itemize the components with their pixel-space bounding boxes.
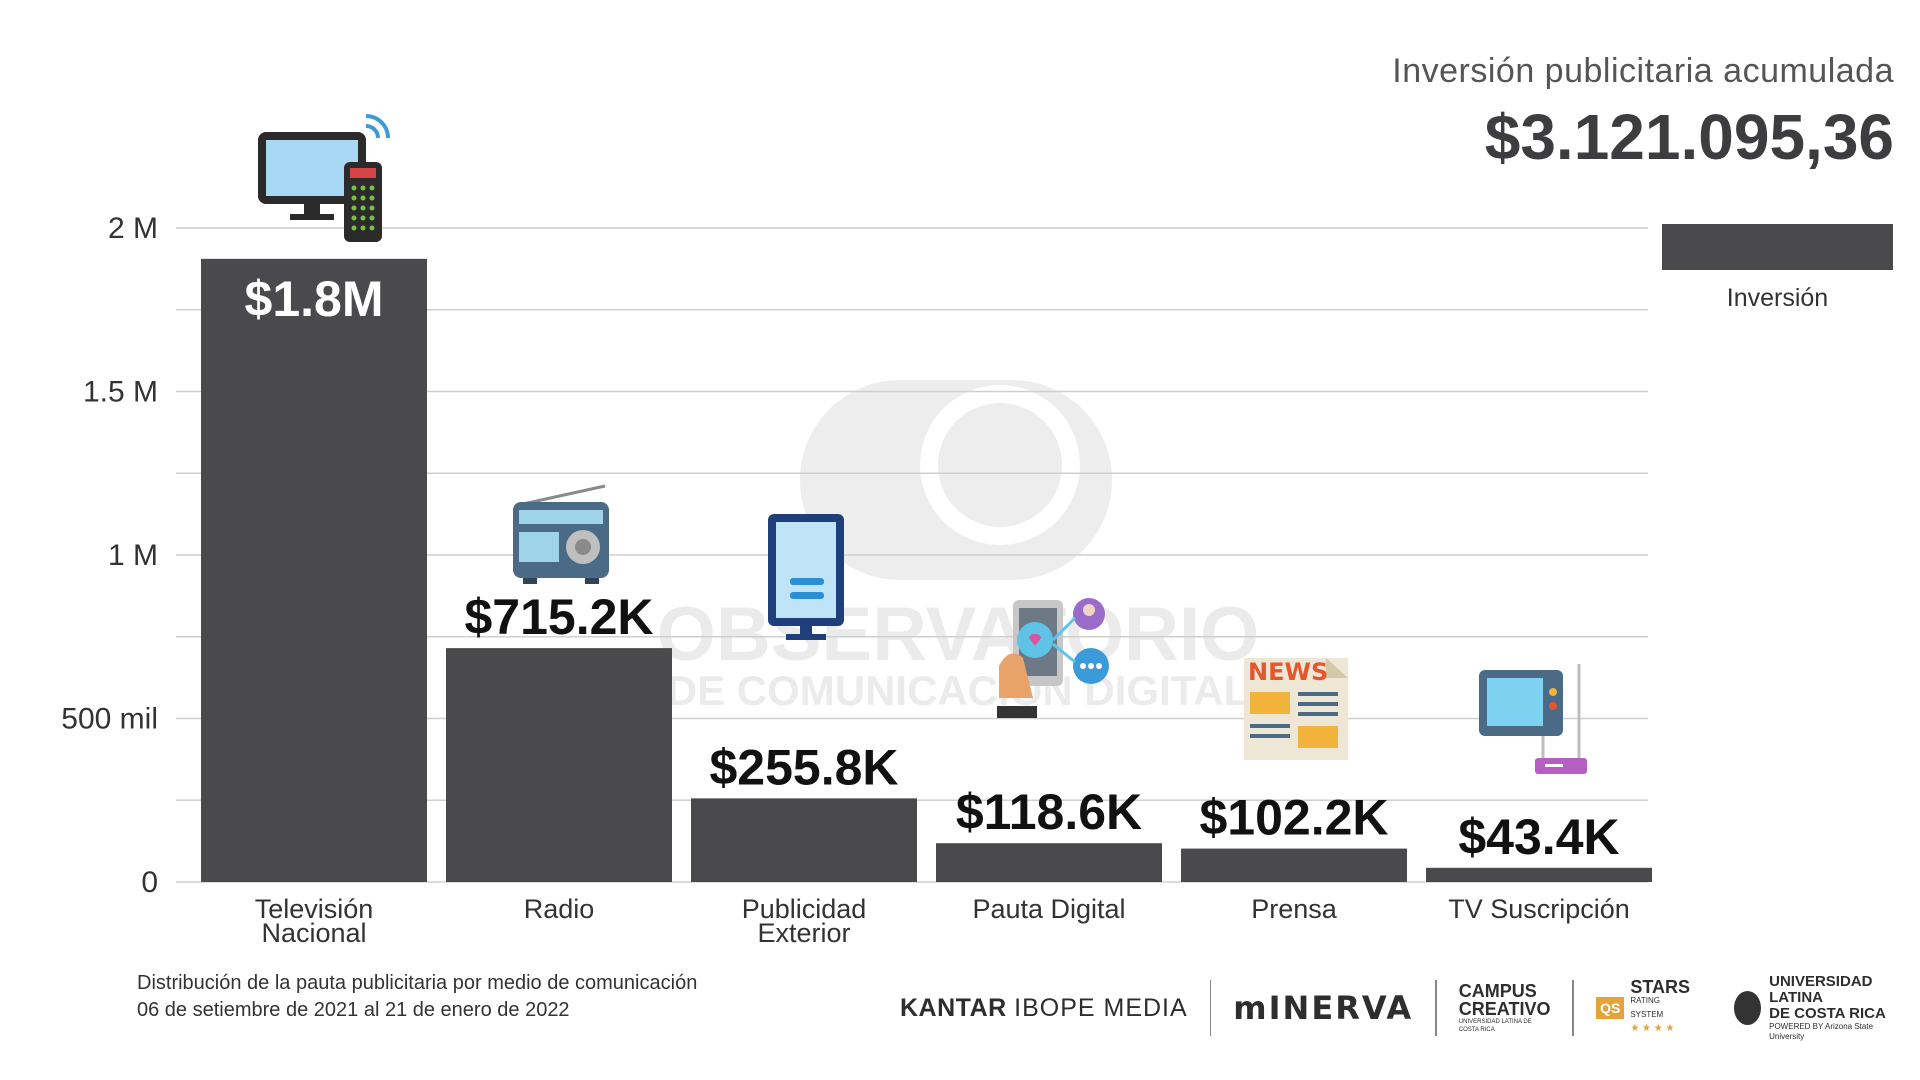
- footer-description: Distribución de la pauta publicitaria po…: [137, 972, 698, 994]
- bar-icons: NEWS: [258, 114, 1587, 774]
- ulacit-text: UNIVERSIDAD LATINA DE COSTA RICA POWERED…: [1769, 974, 1898, 1042]
- x-tick-label: TV Suscripción: [1448, 894, 1630, 924]
- total-investment-title: Inversión publicitaria acumulada: [1392, 52, 1894, 90]
- data-label-3: $118.6K: [956, 784, 1142, 840]
- sponsor-logos: KANTAR IBOPE MEDIA mINERVA CAMPUS CREATI…: [878, 974, 1920, 1042]
- stars-subtitle: RATING SYSTEM: [1630, 996, 1664, 1019]
- data-label-4: $102.2K: [1199, 790, 1388, 846]
- svg-text:NEWS: NEWS: [1248, 658, 1328, 686]
- stars-text: STARS RATING SYSTEM ★ ★ ★ ★: [1630, 977, 1690, 1036]
- billboard-icon: [768, 514, 844, 640]
- newspaper-icon: NEWS: [1244, 658, 1348, 760]
- minerva-logo: mINERVA: [1211, 976, 1435, 1040]
- y-tick-label: 1 M: [108, 539, 158, 572]
- x-tick-label: Televisión: [255, 894, 374, 924]
- data-labels: $1.8M $715.2K $255.8K $118.6K $102.2K $43.4K: [245, 271, 1620, 865]
- logo-divider: [1435, 980, 1437, 1036]
- bar-4: [1181, 848, 1407, 882]
- watermark-eye-pupil: [938, 403, 1062, 527]
- legend-label: Inversión: [1726, 284, 1829, 312]
- watermark-subtitle: DE COMUNICACIÓN DIGITAL: [667, 666, 1250, 714]
- logo-divider: [1209, 980, 1212, 1036]
- y-tick-label: 0: [141, 866, 158, 899]
- radio-icon: [513, 484, 609, 584]
- bar-0: [201, 258, 427, 883]
- legend-swatch: [1662, 224, 1893, 270]
- x-tick-label: Publicidad: [742, 894, 867, 924]
- y-tick-label: 2 M: [108, 212, 158, 245]
- campus-logo-line2: CREATIVO: [1458, 999, 1551, 1019]
- x-tick-label: Radio: [524, 894, 595, 924]
- y-tick-label: 1.5 M: [83, 376, 158, 409]
- minerva-logo-text: mINERVA: [1233, 989, 1414, 1027]
- watermark-title: OBSERVATORIO: [657, 592, 1259, 677]
- qs-stars-logo: QS STARS RATING SYSTEM ★ ★ ★ ★: [1574, 976, 1712, 1040]
- campus-creativo-logo: CAMPUS CREATIVO UNIVERSIDAD LATINA DE CO…: [1437, 976, 1573, 1040]
- data-label-5: $43.4K: [1458, 809, 1619, 865]
- ulacit-logo: UNIVERSIDAD LATINA DE COSTA RICA POWERED…: [1712, 974, 1920, 1042]
- cable-tv-icon: [1479, 664, 1587, 774]
- kantar-ibope-logo: KANTAR IBOPE MEDIA: [878, 976, 1210, 1040]
- x-tick-label: Nacional: [261, 918, 366, 948]
- data-label-1: $715.2K: [464, 589, 653, 645]
- data-label-0: $1.8M: [245, 271, 384, 327]
- campus-logo-sub: UNIVERSIDAD LATINA DE COSTA RICA: [1458, 1019, 1532, 1033]
- data-label-2: $255.8K: [709, 739, 898, 795]
- ulacit-powered: POWERED BY Arizona State University: [1769, 1022, 1874, 1041]
- x-tick-label: Prensa: [1251, 894, 1338, 924]
- bars: [201, 258, 1652, 883]
- bar-5: [1426, 867, 1652, 882]
- digital-ads-icon: [997, 598, 1109, 718]
- stars-title: STARS: [1630, 977, 1690, 997]
- total-investment-value: $3.121.095,36: [1484, 101, 1894, 173]
- y-axis-ticks: 0 500 mil 1 M 1.5 M 2 M: [61, 212, 158, 899]
- bar-2: [691, 798, 917, 882]
- globe-icon: [1733, 991, 1762, 1025]
- kantar-logo-text: KANTAR: [900, 993, 1007, 1022]
- bar-3: [936, 843, 1162, 882]
- footer-date-range: 06 de setiembre de 2021 al 21 de enero d…: [137, 999, 570, 1021]
- bar-1: [446, 648, 672, 882]
- campus-logo-line1: CAMPUS: [1458, 981, 1537, 1001]
- y-tick-label: 500 mil: [61, 703, 158, 736]
- x-tick-label: Exterior: [757, 918, 850, 948]
- footer-caption: Distribución de la pauta publicitaria po…: [137, 970, 697, 1024]
- ulacit-line1: UNIVERSIDAD LATINA: [1769, 973, 1873, 1006]
- stars-rating: ★ ★ ★ ★: [1630, 1023, 1675, 1034]
- tv-remote-icon: [258, 114, 390, 242]
- logo-divider: [1572, 980, 1575, 1036]
- ulacit-line2: DE COSTA RICA: [1769, 1005, 1886, 1022]
- ibope-logo-text: IBOPE MEDIA: [1014, 993, 1188, 1022]
- qs-badge: QS: [1596, 997, 1625, 1019]
- x-tick-label: Pauta Digital: [972, 894, 1125, 924]
